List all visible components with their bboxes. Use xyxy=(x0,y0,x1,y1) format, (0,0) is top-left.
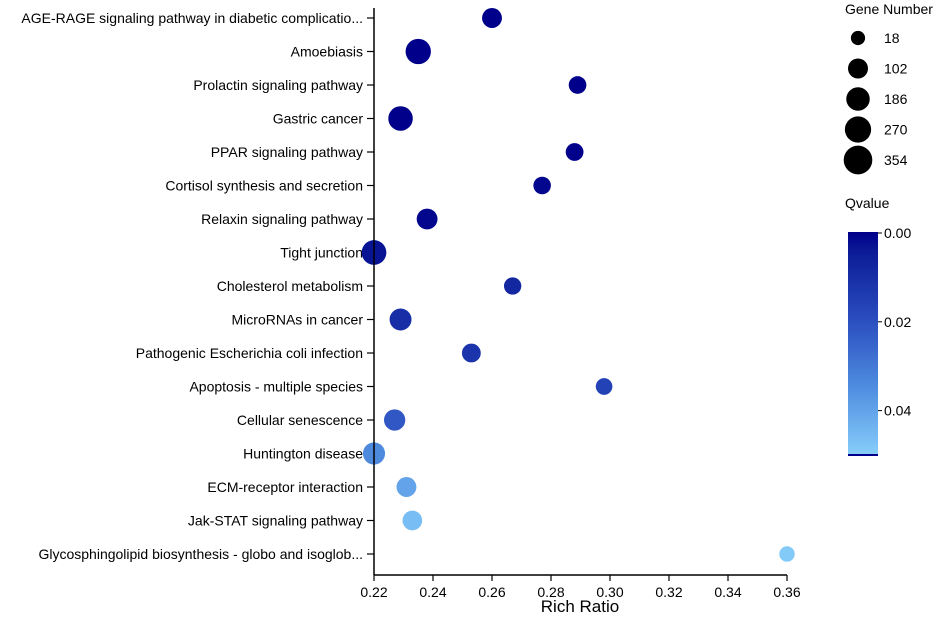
y-tick-label: Gastric cancer xyxy=(273,111,364,127)
size-legend-label: 186 xyxy=(884,91,908,107)
bubble xyxy=(388,106,413,131)
bubble xyxy=(568,76,587,94)
size-legend-label: 354 xyxy=(884,152,908,168)
x-tick-label: 0.28 xyxy=(537,584,564,600)
y-tick-label: PPAR signaling pathway xyxy=(211,144,363,160)
size-legend-label: 270 xyxy=(884,122,908,138)
color-legend-title: Qvalue xyxy=(845,195,890,211)
bubble xyxy=(402,510,423,531)
colorbar-tick-label: 0.00 xyxy=(884,225,911,241)
y-tick-label: Apoptosis - multiple species xyxy=(189,379,363,395)
x-tick-label: 0.26 xyxy=(478,584,505,600)
color-legend: Qvalue 0.00 0.02 0.04 xyxy=(845,195,911,456)
y-tick-label: Huntington disease xyxy=(243,446,363,462)
bubble xyxy=(779,546,795,562)
y-tick-label: Cholesterol metabolism xyxy=(217,278,363,294)
y-tick-label: Prolactin signaling pathway xyxy=(193,77,363,93)
colorbar-tick-label: 0.02 xyxy=(884,314,911,330)
y-tick-label: Cortisol synthesis and secretion xyxy=(165,178,363,194)
size-legend-dot xyxy=(843,145,873,175)
x-tick-label: 0.22 xyxy=(360,584,387,600)
bubble xyxy=(595,378,613,395)
bubble xyxy=(533,176,551,195)
y-tick-label: MicroRNAs in cancer xyxy=(232,312,364,328)
x-tick-label: 0.32 xyxy=(655,584,682,600)
size-legend-dot xyxy=(850,30,866,46)
y-tick-label: ECM-receptor interaction xyxy=(207,479,363,495)
size-legend-title: Gene Number xyxy=(845,1,933,17)
qvalue-colorbar xyxy=(848,233,878,455)
x-axis-ticks: 0.22 0.24 0.26 0.28 0.30 0.32 0.34 0.36 xyxy=(360,575,801,600)
bubble xyxy=(396,477,417,497)
y-tick-label: AGE-RAGE signaling pathway in diabetic c… xyxy=(21,10,363,26)
bubble xyxy=(482,8,502,28)
size-legend: Gene Number 18 102 186 270 354 xyxy=(843,1,933,175)
bubble xyxy=(384,409,406,431)
bubble xyxy=(503,277,522,295)
y-tick-label: Pathogenic Escherichia coli infection xyxy=(136,345,363,361)
size-legend-dot xyxy=(848,58,868,79)
x-axis-title: Rich Ratio xyxy=(541,597,619,616)
y-tick-label: Cellular senescence xyxy=(237,412,363,428)
y-tick-label: Amoebiasis xyxy=(291,44,363,60)
size-legend-dot xyxy=(844,116,872,143)
size-legend-label: 18 xyxy=(884,30,900,46)
bubble xyxy=(461,343,481,363)
size-legend-label: 102 xyxy=(884,61,908,77)
axes xyxy=(373,8,787,576)
bubble xyxy=(405,38,431,65)
x-tick-label: 0.24 xyxy=(419,584,446,600)
x-tick-label: 0.30 xyxy=(596,584,623,600)
x-tick-label: 0.34 xyxy=(714,584,741,600)
bubble xyxy=(565,143,584,161)
y-axis-labels: AGE-RAGE signaling pathway in diabetic c… xyxy=(21,10,374,562)
y-tick-label: Glycosphingolipid biosynthesis - globo a… xyxy=(38,546,363,562)
y-tick-label: Jak-STAT signaling pathway xyxy=(188,513,363,529)
colorbar-tick-label: 0.04 xyxy=(884,403,911,419)
size-legend-dot xyxy=(846,87,870,111)
bubble xyxy=(389,308,412,331)
y-tick-label: Tight junction xyxy=(280,245,363,261)
bubbles xyxy=(361,8,795,562)
y-tick-label: Relaxin signaling pathway xyxy=(201,211,363,227)
x-tick-label: 0.36 xyxy=(773,584,800,600)
bubble xyxy=(416,208,438,230)
